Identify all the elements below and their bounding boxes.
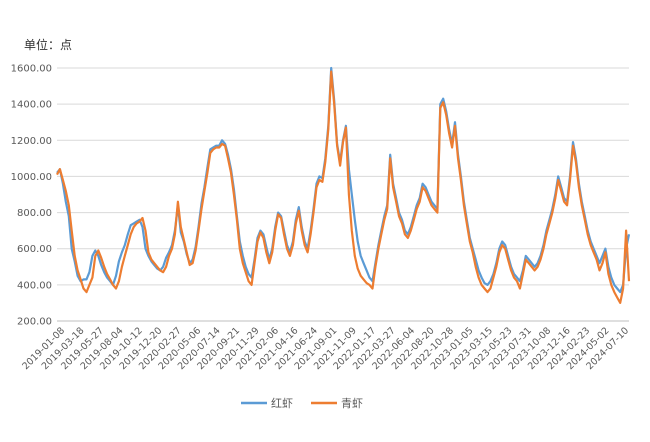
y-tick-label: 200.00 — [17, 317, 52, 328]
series-line-2 — [56, 70, 631, 304]
y-tick-label: 1000.00 — [11, 172, 52, 183]
legend-label-1: 红虾 — [271, 397, 293, 410]
series-line-1 — [56, 66, 631, 294]
y-tick-label: 400.00 — [17, 280, 52, 291]
unit-label: 单位：点 — [24, 38, 73, 52]
y-tick-label: 1600.00 — [11, 64, 52, 75]
y-tick-label: 600.00 — [17, 244, 52, 255]
y-tick-label: 1400.00 — [11, 100, 52, 111]
y-tick-label: 1200.00 — [11, 136, 52, 147]
legend-label-2: 青虾 — [341, 397, 363, 410]
y-tick-label: 800.00 — [17, 208, 52, 219]
